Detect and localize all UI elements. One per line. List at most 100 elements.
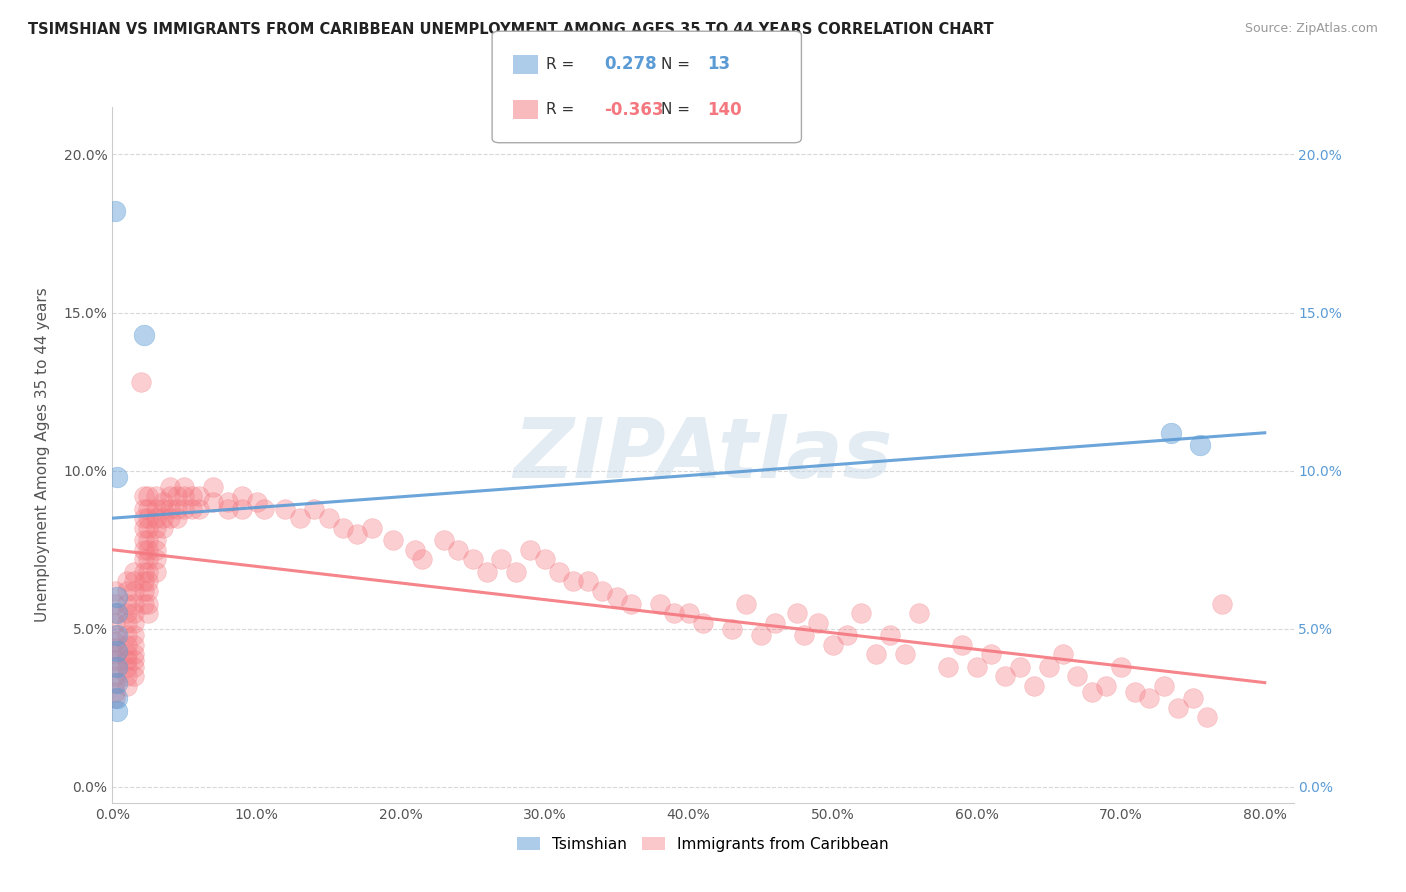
Point — [720, 622, 742, 636]
Point — [533, 552, 555, 566]
Point — [231, 489, 253, 503]
Point — [122, 606, 145, 620]
Point — [145, 501, 167, 516]
Point — [1139, 691, 1161, 706]
Point — [346, 527, 368, 541]
Point — [950, 638, 973, 652]
Point — [152, 521, 174, 535]
Point — [115, 574, 138, 589]
Point — [138, 501, 160, 516]
Point — [122, 628, 145, 642]
Point — [115, 638, 138, 652]
Point — [145, 511, 167, 525]
Point — [134, 533, 156, 548]
Point — [152, 511, 174, 525]
Point — [763, 615, 786, 630]
Point — [145, 542, 167, 557]
Point — [122, 583, 145, 598]
Point — [105, 691, 128, 706]
Text: Source: ZipAtlas.com: Source: ZipAtlas.com — [1244, 22, 1378, 36]
Point — [138, 583, 160, 598]
Point — [187, 489, 209, 503]
Point — [217, 495, 239, 509]
Point — [104, 640, 127, 655]
Point — [104, 597, 127, 611]
Point — [159, 511, 181, 525]
Text: ZIPAtlas: ZIPAtlas — [513, 415, 893, 495]
Point — [145, 521, 167, 535]
Point — [104, 583, 127, 598]
Point — [105, 628, 128, 642]
Text: R =: R = — [546, 57, 574, 72]
Point — [1109, 660, 1132, 674]
Point — [104, 204, 127, 219]
Point — [821, 638, 844, 652]
Point — [302, 501, 325, 516]
Point — [908, 606, 931, 620]
Point — [134, 574, 156, 589]
Point — [1008, 660, 1031, 674]
Point — [115, 615, 138, 630]
Point — [122, 597, 145, 611]
Point — [115, 660, 138, 674]
Point — [122, 660, 145, 674]
Point — [122, 638, 145, 652]
Point — [447, 542, 470, 557]
Point — [851, 606, 873, 620]
Point — [104, 660, 127, 674]
Point — [134, 501, 156, 516]
Point — [159, 489, 181, 503]
Point — [166, 501, 188, 516]
Point — [562, 574, 585, 589]
Point — [105, 704, 128, 718]
Point — [138, 489, 160, 503]
Point — [134, 597, 156, 611]
Point — [1095, 679, 1118, 693]
Point — [318, 511, 340, 525]
Point — [145, 533, 167, 548]
Point — [648, 597, 671, 611]
Point — [1038, 660, 1060, 674]
Point — [288, 511, 311, 525]
Point — [115, 679, 138, 693]
Point — [404, 542, 426, 557]
Point — [129, 375, 152, 389]
Point — [115, 653, 138, 667]
Point — [966, 660, 988, 674]
Point — [105, 644, 128, 658]
Point — [122, 615, 145, 630]
Point — [1181, 691, 1204, 706]
Point — [134, 552, 156, 566]
Point — [749, 628, 772, 642]
Point — [115, 669, 138, 683]
Point — [138, 552, 160, 566]
Point — [166, 511, 188, 525]
Point — [433, 533, 456, 548]
Point — [105, 660, 128, 674]
Point — [115, 647, 138, 661]
Point — [173, 479, 195, 493]
Point — [1066, 669, 1088, 683]
Y-axis label: Unemployment Among Ages 35 to 44 years: Unemployment Among Ages 35 to 44 years — [35, 287, 49, 623]
Text: 13: 13 — [707, 55, 730, 73]
Point — [202, 479, 225, 493]
Point — [122, 565, 145, 579]
Point — [173, 489, 195, 503]
Text: 140: 140 — [707, 101, 742, 119]
Point — [122, 647, 145, 661]
Point — [231, 501, 253, 516]
Point — [475, 565, 498, 579]
Point — [138, 606, 160, 620]
Point — [104, 606, 127, 620]
Point — [122, 574, 145, 589]
Point — [138, 521, 160, 535]
Point — [104, 669, 127, 683]
Point — [134, 583, 156, 598]
Point — [936, 660, 959, 674]
Text: -0.363: -0.363 — [605, 101, 664, 119]
Point — [1024, 679, 1046, 693]
Legend: Tsimshian, Immigrants from Caribbean: Tsimshian, Immigrants from Caribbean — [510, 830, 896, 858]
Point — [1188, 438, 1211, 452]
Point — [104, 685, 127, 699]
Point — [152, 501, 174, 516]
